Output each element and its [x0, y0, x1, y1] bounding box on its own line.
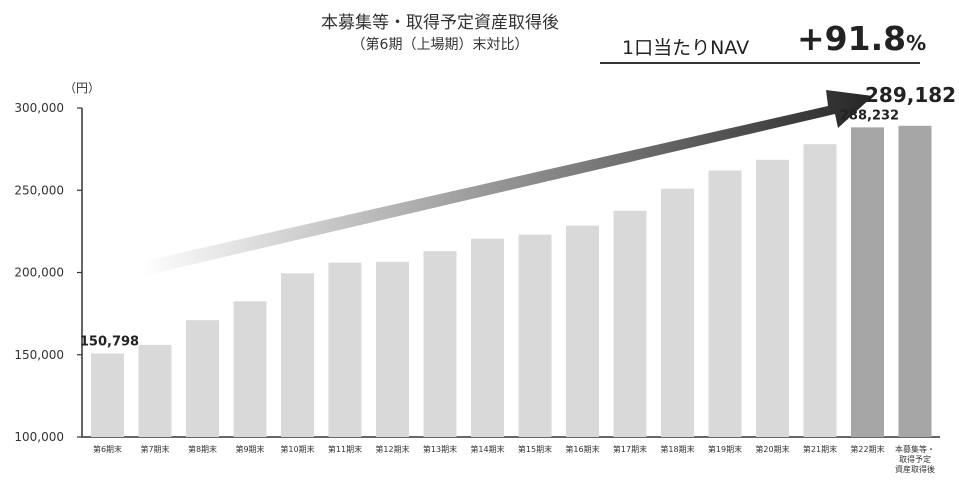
x-tick-label: 本募集等・取得予定資産取得後 — [895, 444, 935, 474]
chart-subtitle: （第6期（上場期）末対比） — [351, 37, 529, 53]
x-tick-label: 第21期末 — [803, 444, 837, 454]
x-tick-label: 第14期末 — [470, 444, 504, 454]
bar-16 — [803, 144, 837, 437]
y-tick-label: 200,000 — [14, 266, 64, 280]
bar-17 — [851, 127, 884, 437]
x-tick-label: 第7期末 — [140, 444, 169, 454]
x-tick-label: 第18期末 — [660, 444, 694, 454]
x-tick-label: 第20期末 — [755, 444, 789, 454]
bar-13 — [661, 188, 694, 437]
bar-8 — [423, 251, 457, 437]
x-tick-label: 第15期末 — [518, 444, 552, 454]
nav-label: 1口当たりNAV — [622, 37, 750, 59]
x-tick-label: 第16期末 — [565, 444, 599, 454]
bar-5 — [281, 273, 314, 437]
x-tick-label: 第19期末 — [708, 444, 742, 454]
x-tick-label: 第8期末 — [188, 444, 217, 454]
bar-14 — [708, 170, 742, 437]
bar-9 — [471, 238, 504, 437]
bar-1 — [91, 353, 124, 437]
y-axis: 100,000 150,000 200,000 250,000 300,000 — [14, 101, 940, 444]
y-tick-label: 150,000 — [14, 348, 64, 362]
chart-title-main: 本募集等・取得予定資産取得後 — [321, 13, 559, 33]
bar-3 — [186, 320, 219, 437]
bar-2 — [138, 344, 172, 437]
x-tick-label: 第10期末 — [280, 444, 314, 454]
bars — [91, 125, 932, 438]
x-tick-label: 第9期末 — [235, 444, 264, 454]
x-tick-label: 第11期末 — [328, 444, 362, 454]
bar-18 — [898, 125, 932, 438]
x-tick-label: 第6期末 — [93, 444, 122, 454]
nav-underline — [600, 62, 920, 64]
data-label: 150,798 — [80, 334, 139, 349]
bar-10 — [518, 234, 552, 437]
bar-11 — [566, 225, 599, 437]
trend-arrow — [140, 90, 873, 275]
y-tick-label: 300,000 — [14, 101, 64, 115]
bar-12 — [613, 210, 647, 437]
x-tick-label: 第13期末 — [423, 444, 457, 454]
bar-6 — [328, 262, 362, 437]
data-label: 288,232 — [840, 108, 899, 123]
bar-15 — [756, 159, 789, 437]
y-tick-label: 250,000 — [14, 183, 64, 197]
x-axis-labels: 第6期末 第7期末 第8期末 第9期末 第10期末 第11期末 第12期末 第13期末 第14期… — [93, 444, 935, 474]
x-tick-label: 第17期末 — [613, 444, 647, 454]
y-unit-label: （円） — [64, 81, 100, 95]
nav-change-unit: % — [906, 31, 927, 55]
y-tick-label: 100,000 — [14, 430, 64, 444]
bar-7 — [376, 261, 409, 437]
x-tick-label: 第12期末 — [375, 444, 409, 454]
trend-arrow-shape — [140, 90, 873, 275]
data-label: 289,182 — [865, 83, 956, 107]
nav-change-number: +91.8 — [797, 19, 907, 58]
nav-change-value: +91.8% — [797, 19, 926, 58]
x-tick-label: 第22期末 — [850, 444, 884, 454]
chart-title: 本募集等・取得予定資産取得後 （第6期（上場期）末対比） — [280, 12, 600, 56]
bar-4 — [233, 301, 267, 437]
